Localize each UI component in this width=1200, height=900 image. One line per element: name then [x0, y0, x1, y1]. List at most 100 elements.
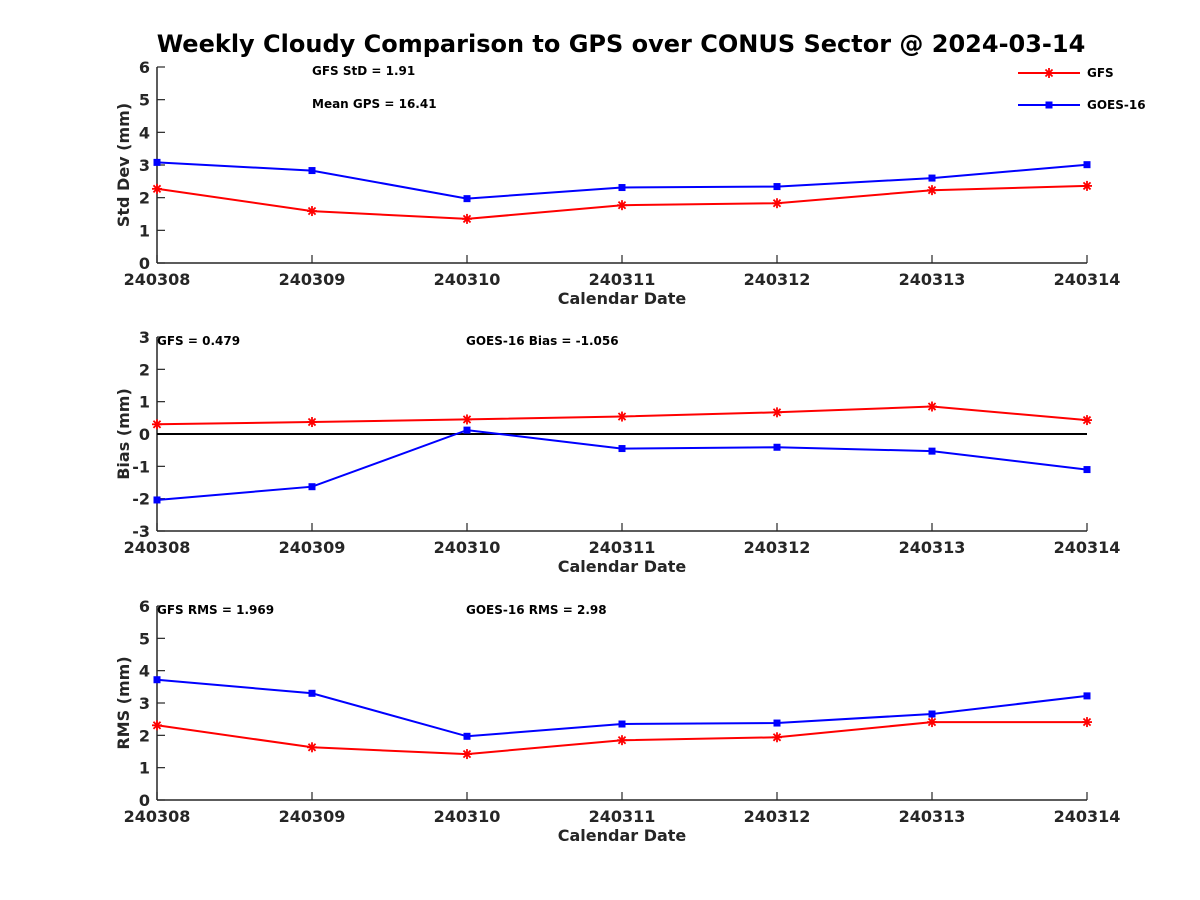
x-tick-label: 240309: [279, 270, 346, 289]
x-tick-label: 240313: [899, 538, 966, 557]
y-tick-label: -2: [132, 490, 150, 509]
x-axis-title: Calendar Date: [558, 826, 687, 845]
data-point-gfs: [772, 198, 782, 209]
data-point-goes-16: [1083, 161, 1091, 169]
data-point-goes-16: [153, 676, 161, 684]
y-tick-label: 0: [139, 791, 150, 810]
y-tick-label: 2: [139, 726, 150, 745]
data-point-goes-16: [928, 447, 936, 455]
data-point-gfs: [152, 183, 162, 194]
chart-panel-2: -3 -2 -1 0 1 2 3 240308 240309 240310 240311 240312…: [114, 328, 1120, 576]
x-tick-label: 240314: [1054, 807, 1121, 826]
data-point-gfs: [307, 206, 317, 217]
legend-marker-gfs: [1044, 68, 1054, 78]
data-point-goes-16: [618, 445, 626, 453]
y-axis-title: Std Dev (mm): [114, 103, 133, 227]
y-tick-label: 1: [139, 393, 150, 412]
data-point-gfs: [462, 414, 472, 425]
y-tick-label: 3: [139, 328, 150, 347]
y-tick-label: 4: [139, 123, 150, 142]
y-tick-label: -1: [132, 457, 150, 476]
y-tick-label: 3: [139, 694, 150, 713]
stat-annotation: GFS StD = 1.91: [312, 64, 415, 78]
data-point-gfs: [927, 717, 937, 728]
x-tick-label: 240310: [434, 807, 501, 826]
y-tick-label: 4: [139, 662, 150, 681]
data-point-gfs: [617, 200, 627, 211]
data-point-goes-16: [1083, 466, 1091, 474]
y-tick-label: 1: [139, 759, 150, 778]
x-tick-label: 240312: [744, 807, 811, 826]
data-point-gfs: [152, 419, 162, 430]
y-tick-label: 2: [139, 189, 150, 208]
data-point-goes-16: [773, 443, 781, 451]
y-axis-title: Bias (mm): [114, 388, 133, 480]
data-point-goes-16: [463, 426, 471, 434]
x-tick-label: 240314: [1054, 538, 1121, 557]
series-line-goes-16: [156, 161, 1088, 200]
x-axis-title: Calendar Date: [558, 289, 687, 308]
y-tick-label: -3: [132, 522, 150, 541]
stat-annotation: GFS = 0.479: [157, 334, 240, 348]
data-point-gfs: [462, 213, 472, 224]
data-point-gfs: [617, 411, 627, 422]
data-point-gfs: [772, 732, 782, 743]
data-point-gfs: [462, 749, 472, 760]
legend-label-gfs: GFS: [1087, 66, 1114, 80]
x-tick-label: 240312: [744, 538, 811, 557]
data-point-goes-16: [928, 710, 936, 718]
data-point-gfs: [927, 185, 937, 196]
x-tick-label: 240308: [124, 270, 191, 289]
data-point-goes-16: [308, 483, 316, 491]
y-tick-label: 5: [139, 91, 150, 110]
data-point-goes-16: [153, 158, 161, 166]
legend-label-goes-16: GOES-16: [1087, 98, 1146, 112]
page-title: Weekly Cloudy Comparison to GPS over CON…: [156, 30, 1086, 58]
data-point-goes-16: [1083, 692, 1091, 700]
y-tick-label: 3: [139, 156, 150, 175]
chart-panel-1: 0 1 2 3 4 5 6 240308 240309 240310 240311 240312 240…: [114, 58, 1120, 308]
data-point-goes-16: [308, 167, 316, 175]
y-tick-label: 6: [139, 58, 150, 77]
data-point-goes-16: [153, 496, 161, 504]
data-point-gfs: [617, 735, 627, 746]
data-point-gfs: [927, 401, 937, 412]
y-tick-label: 0: [139, 254, 150, 273]
x-tick-label: 240310: [434, 538, 501, 557]
data-point-gfs: [307, 742, 317, 753]
data-point-goes-16: [773, 719, 781, 727]
data-point-goes-16: [308, 689, 316, 697]
series-line-goes-16: [156, 429, 1088, 501]
data-point-goes-16: [928, 174, 936, 182]
data-point-gfs: [1082, 180, 1092, 191]
y-tick-label: 5: [139, 629, 150, 648]
x-tick-label: 240308: [124, 807, 191, 826]
y-tick-label: 1: [139, 221, 150, 240]
stat-annotation: GFS RMS = 1.969: [157, 603, 274, 617]
y-tick-label: 0: [139, 425, 150, 444]
legend: GFS GOES-16: [1018, 66, 1146, 112]
y-axis-title: RMS (mm): [114, 656, 133, 749]
stat-annotation: Mean GPS = 16.41: [312, 97, 437, 111]
x-tick-label: 240308: [124, 538, 191, 557]
data-point-goes-16: [773, 183, 781, 191]
chart-panel-3: 0 1 2 3 4 5 6 240308 240309 240310 240311 240312 240…: [114, 597, 1120, 845]
y-tick-label: 6: [139, 597, 150, 616]
x-tick-label: 240314: [1054, 270, 1121, 289]
data-point-gfs: [772, 407, 782, 418]
x-tick-label: 240313: [899, 807, 966, 826]
data-point-goes-16: [618, 720, 626, 728]
legend-marker-goes-16: [1045, 101, 1053, 109]
data-point-gfs: [152, 720, 162, 731]
stat-annotation: GOES-16 RMS = 2.98: [466, 603, 607, 617]
data-point-goes-16: [618, 184, 626, 192]
y-tick-label: 2: [139, 360, 150, 379]
x-tick-label: 240311: [589, 270, 656, 289]
x-tick-label: 240313: [899, 270, 966, 289]
x-tick-label: 240311: [589, 538, 656, 557]
data-point-gfs: [307, 417, 317, 428]
data-point-goes-16: [463, 732, 471, 740]
data-point-goes-16: [463, 195, 471, 203]
